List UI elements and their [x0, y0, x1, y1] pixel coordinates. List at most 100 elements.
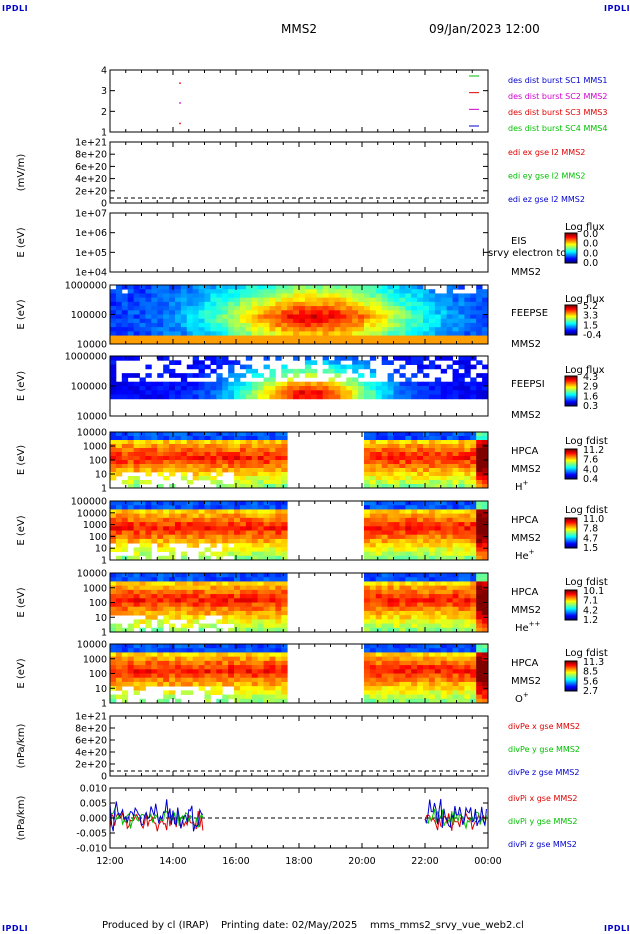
heatmap-cell [423, 293, 430, 299]
heatmap-cell [393, 673, 400, 679]
heatmap-cell [316, 386, 324, 391]
heatmap-cell [139, 377, 146, 383]
heatmap-cell [216, 456, 223, 461]
heatmap-cell [127, 440, 135, 445]
heatmap-cell [411, 665, 418, 670]
heatmap-cell [446, 468, 453, 473]
heatmap-cell [346, 318, 353, 324]
heatmap-cell [139, 656, 146, 662]
heatmap-cell [180, 598, 188, 603]
heatmap-cell [234, 476, 241, 481]
heatmap-cell [239, 660, 247, 666]
heatmap-cell [281, 306, 288, 311]
heatmap-cell [127, 513, 135, 519]
heatmap-cell [228, 460, 235, 465]
heatmap-cell [363, 390, 371, 395]
heatmap-cell [476, 538, 483, 544]
heatmap-cell [169, 373, 176, 378]
heatmap-cell [405, 318, 412, 324]
heatmap-cell [275, 314, 282, 320]
heatmap-cell [428, 456, 436, 461]
heatmap-cell [121, 456, 129, 461]
heatmap-cell [251, 460, 259, 465]
heatmap-cell [440, 314, 448, 320]
heatmap-cell [139, 464, 146, 469]
heatmap-cell [174, 665, 182, 670]
heatmap-cell [452, 526, 459, 531]
heatmap-cell [263, 530, 270, 536]
heatmap-cell [174, 318, 182, 324]
heatmap-cell [127, 598, 135, 603]
heatmap-cell [393, 581, 400, 587]
heatmap-cell [275, 456, 282, 461]
heatmap-cell [222, 386, 229, 391]
heatmap-cell [239, 581, 247, 587]
colorbar-step [565, 240, 577, 242]
heatmap-cell [440, 694, 448, 700]
colorbar-step [565, 378, 577, 380]
heatmap-cell [110, 669, 117, 674]
heatmap-cell [411, 656, 418, 662]
heatmap-cell [121, 390, 129, 395]
heatmap-cell [133, 448, 140, 453]
heatmap-cell [186, 534, 194, 540]
colorbar-frame [564, 448, 578, 480]
heatmap-cell [163, 381, 170, 387]
heatmap-cell [174, 386, 182, 391]
colorbar-step [565, 526, 577, 528]
heatmap-cell [423, 432, 430, 437]
colorbar-label: 4.2 [583, 605, 598, 616]
heatmap-cell [275, 335, 282, 341]
heatmap-cell [157, 555, 164, 561]
heatmap-cell [157, 538, 164, 544]
heatmap-cell [446, 573, 453, 578]
heatmap-cell [322, 297, 329, 303]
heatmap-cell [110, 547, 117, 552]
colorbar-step [565, 664, 577, 666]
heatmap-cell [216, 610, 223, 616]
heatmap-cell [157, 652, 164, 658]
heatmap-cell [239, 602, 247, 608]
heatmap-cell [346, 386, 353, 391]
heatmap-cell [174, 698, 182, 704]
colorbar-step [565, 451, 577, 453]
heatmap-cell [163, 285, 170, 290]
heatmap-cell [363, 335, 371, 341]
heatmap-cell [234, 452, 241, 457]
heatmap-cell [423, 386, 430, 391]
heatmap-cell [169, 660, 176, 666]
heatmap-cell [115, 660, 123, 666]
colorbar-step [565, 388, 577, 390]
heatmap-cell [334, 390, 341, 395]
heatmap-cell [222, 460, 229, 465]
heatmap-cell [180, 534, 188, 540]
heatmap-cell [399, 522, 406, 527]
heatmap-cell [145, 526, 152, 531]
heatmap-cell [245, 484, 253, 489]
heatmap-cell [393, 602, 400, 608]
heatmap-cell [363, 551, 371, 557]
heatmap-cell [369, 627, 377, 633]
colorbar-step [565, 673, 577, 675]
heatmap-cell [127, 432, 135, 437]
heatmap-cell [239, 538, 247, 544]
heatmap-cell [375, 555, 383, 561]
heatmap-cell [269, 368, 276, 374]
heatmap-cell [139, 456, 146, 461]
heatmap-cell [204, 331, 211, 336]
heatmap-cell [139, 440, 146, 445]
heatmap-cell [192, 501, 199, 506]
heatmap-cell [381, 660, 388, 666]
heatmap-cell [239, 681, 247, 687]
heatmap-cell [157, 673, 164, 679]
heatmap-cell [334, 386, 341, 391]
heatmap-cell [369, 339, 377, 345]
heatmap-cell [423, 551, 430, 557]
heatmap-cell [381, 577, 388, 582]
heatmap-cell [115, 530, 123, 536]
heatmap-cell [275, 577, 282, 582]
heatmap-cell [174, 534, 182, 540]
heatmap-cell [121, 386, 129, 391]
heatmap-cell [482, 581, 489, 587]
heatmap-cell [110, 327, 117, 332]
